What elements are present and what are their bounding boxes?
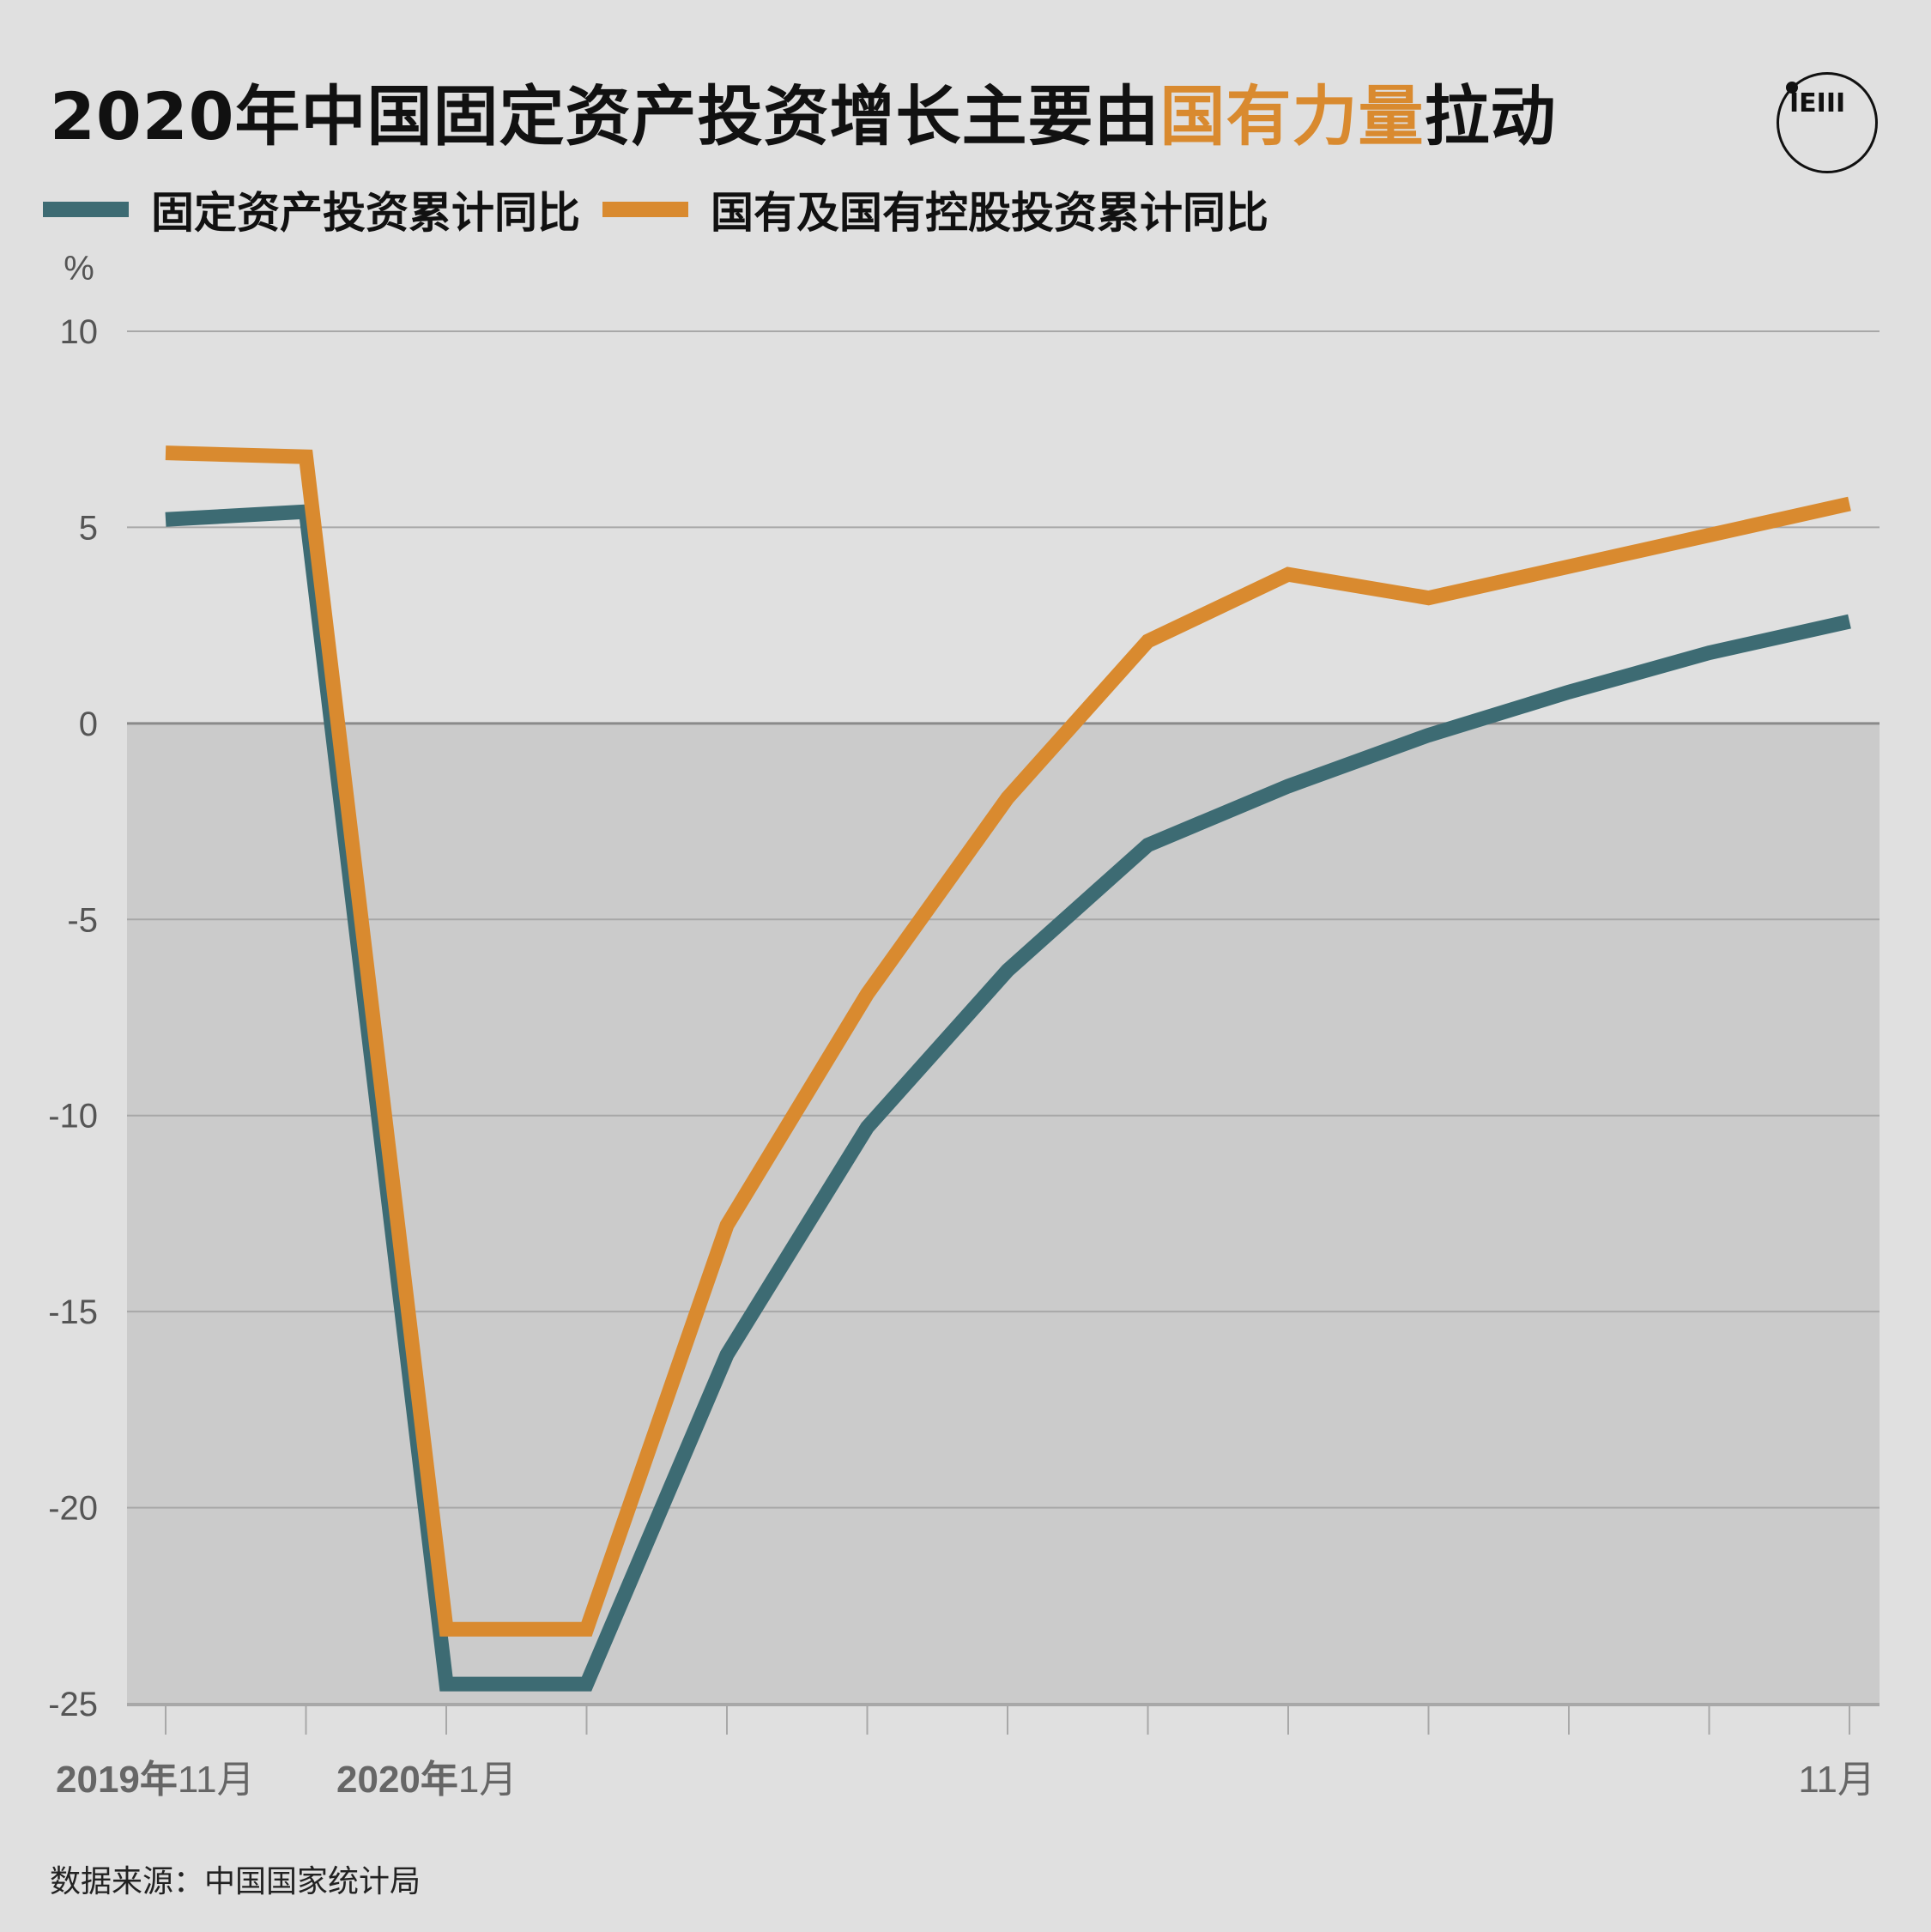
y-tick-label: 5 bbox=[79, 509, 98, 547]
legend-swatch-teal bbox=[43, 202, 129, 217]
y-tick-label: -20 bbox=[48, 1490, 98, 1528]
logo-text: IEIII bbox=[1789, 88, 1846, 118]
title-part2: 拉动 bbox=[1424, 78, 1557, 154]
x-tick-label: 2020年1月 bbox=[336, 1759, 517, 1801]
legend-item-fixed-asset: 固定资产投资累计同比 bbox=[43, 179, 580, 240]
title-part1: 2020年中国固定资产投资增长主要由 bbox=[50, 78, 1160, 154]
legend-label-state-owned: 国有及国有控股投资累计同比 bbox=[711, 188, 1268, 238]
publisher-logo bbox=[1777, 72, 1878, 173]
negative-band bbox=[127, 723, 1880, 1704]
y-tick-label: 10 bbox=[60, 313, 99, 351]
legend-item-state-owned: 国有及国有控股投资累计同比 bbox=[602, 179, 1268, 240]
chart-title: 2020年中国固定资产投资增长主要由国有力量拉动 bbox=[50, 64, 1557, 158]
y-tick-label: -10 bbox=[48, 1098, 98, 1136]
data-source: 数据来源：中国国家统计局 bbox=[50, 1864, 421, 1899]
legend-label-fixed-asset: 固定资产投资累计同比 bbox=[151, 188, 580, 238]
y-tick-label: -25 bbox=[48, 1686, 98, 1723]
y-axis-unit: % bbox=[64, 250, 94, 288]
legend-swatch-orange bbox=[602, 202, 688, 217]
y-tick-label: -15 bbox=[48, 1293, 98, 1331]
title-highlight: 国有力量 bbox=[1159, 78, 1425, 154]
x-tick-label: 2019年11月 bbox=[56, 1759, 255, 1801]
x-tick-label-month: 11月 bbox=[178, 1759, 255, 1801]
x-tick-label: 11月 bbox=[1798, 1759, 1875, 1801]
logo-dot bbox=[1786, 82, 1798, 94]
x-tick-label-month: 1月 bbox=[458, 1759, 517, 1801]
x-tick-label-year: 2020年 bbox=[336, 1759, 458, 1801]
y-tick-label: 0 bbox=[79, 706, 98, 743]
x-tick-label-month: 11月 bbox=[1798, 1759, 1875, 1801]
x-tick-label-year: 2019年 bbox=[56, 1759, 178, 1801]
legend: 固定资产投资累计同比 国有及国有控股投资累计同比 bbox=[43, 179, 1291, 240]
y-tick-label: -5 bbox=[67, 901, 98, 939]
